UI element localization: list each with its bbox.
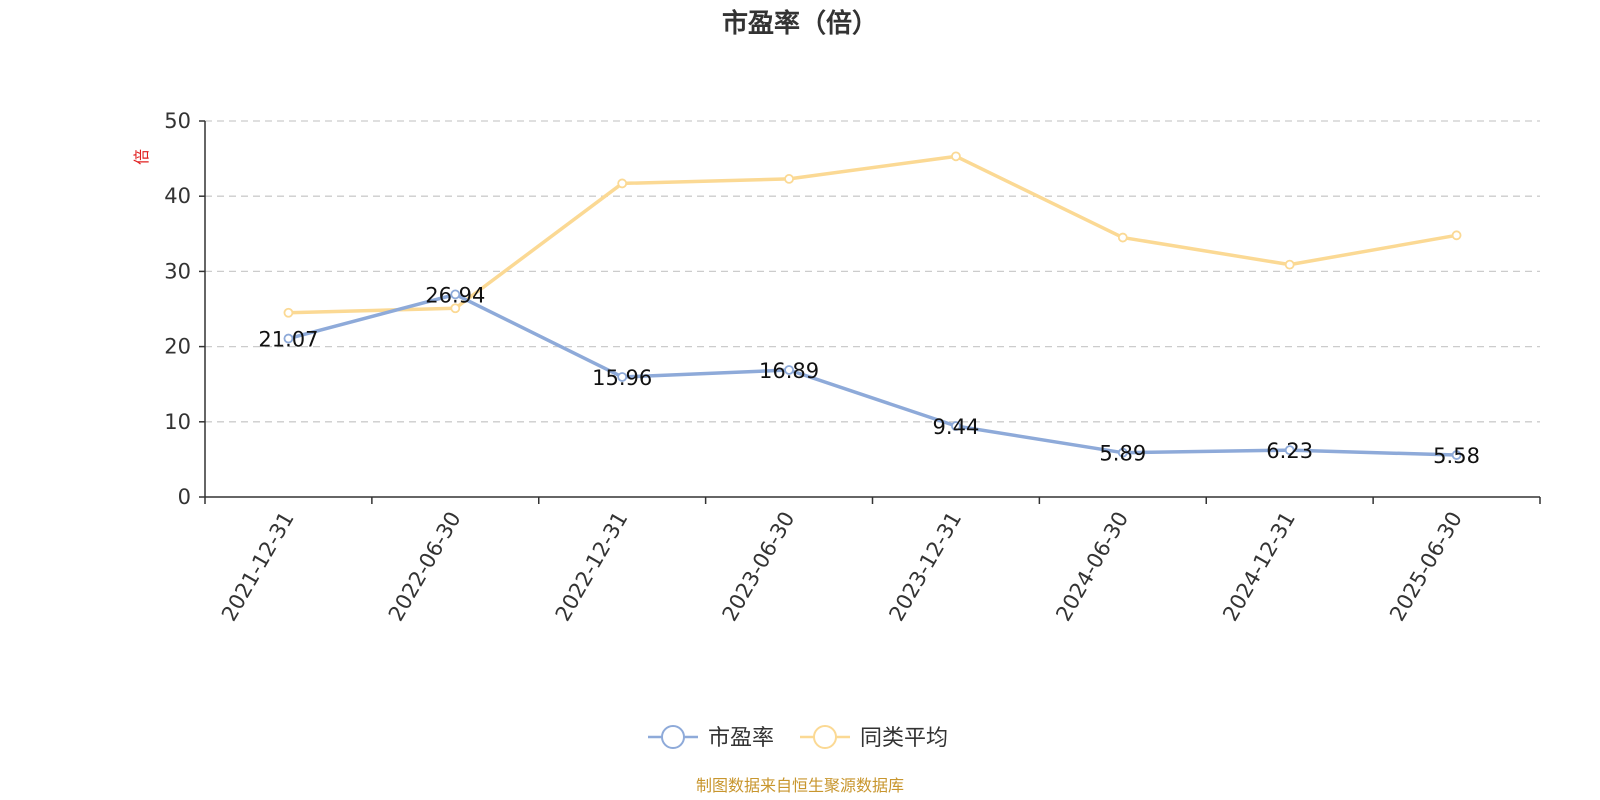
- legend-item-pe-ratio-marker: [661, 725, 685, 749]
- data-point-peer-average: [951, 151, 961, 162]
- x-tick-label: 2024-06-30: [1051, 508, 1133, 626]
- x-tick-label: 2021-12-31: [217, 508, 299, 626]
- x-tick-label: 2023-12-31: [884, 508, 966, 626]
- x-tick-label: 2025-06-30: [1385, 508, 1467, 626]
- series-line-peer-average: [286, 154, 1459, 315]
- axes: [199, 120, 1541, 504]
- legend-item-peer-average-marker: [813, 725, 837, 749]
- x-tick-label: 2024-12-31: [1218, 508, 1300, 626]
- data-label: 9.44: [933, 415, 980, 439]
- data-label: 5.58: [1433, 444, 1480, 468]
- y-tick-label: 40: [164, 184, 191, 208]
- data-point-pe-ratio: [1451, 450, 1462, 460]
- y-tick-label: 20: [164, 335, 191, 359]
- data-point-peer-average: [1284, 259, 1295, 270]
- data-point-pe-ratio: [1284, 445, 1295, 456]
- y-tick-label: 0: [178, 485, 191, 509]
- legend-item-peer-average-label: 同类平均: [860, 726, 948, 751]
- y-axis-unit-label: 倍: [132, 149, 151, 165]
- legend: 市盈率 同类平均: [648, 725, 948, 751]
- data-point-pe-ratio: [450, 289, 461, 300]
- data-point-pe-ratio: [1117, 447, 1128, 458]
- y-tick-label: 30: [164, 259, 191, 283]
- data-point-peer-average: [450, 303, 461, 314]
- data-label: 16.89: [759, 359, 819, 383]
- data-point-pe-ratio: [951, 421, 961, 431]
- data-source-note: 制图数据来自恒生聚源数据库: [696, 776, 904, 795]
- gridlines: [205, 120, 1540, 423]
- data-point-pe-ratio: [784, 365, 794, 375]
- chart-title: 市盈率（倍）: [722, 8, 878, 39]
- series-line-pe-ratio: [286, 292, 1459, 457]
- data-label: 26.94: [425, 283, 485, 307]
- data-label: 5.89: [1099, 442, 1146, 466]
- data-point-peer-average: [1451, 230, 1462, 241]
- x-tick-label: 2023-06-30: [718, 508, 800, 626]
- x-tick-label: 2022-06-30: [384, 508, 466, 626]
- y-tick-label: 50: [164, 109, 191, 133]
- data-point-pe-ratio: [617, 372, 628, 382]
- data-label: 15.96: [592, 366, 652, 390]
- data-labels: 21.07 26.94 15.96 16.89 9.44 5.89 6.23 5.58: [258, 283, 1480, 468]
- series-lines: [283, 151, 1462, 460]
- data-label: 21.07: [258, 328, 318, 352]
- data-point-peer-average: [1117, 232, 1128, 243]
- data-point-peer-average: [784, 174, 794, 184]
- y-tick-label: 10: [164, 410, 191, 434]
- legend-item-pe-ratio-label: 市盈率: [708, 726, 774, 751]
- data-point-pe-ratio: [283, 333, 294, 344]
- data-label: 6.23: [1266, 439, 1313, 463]
- x-tick-label: 2022-12-31: [551, 508, 633, 626]
- data-point-peer-average: [283, 307, 294, 318]
- data-point-peer-average: [617, 178, 628, 189]
